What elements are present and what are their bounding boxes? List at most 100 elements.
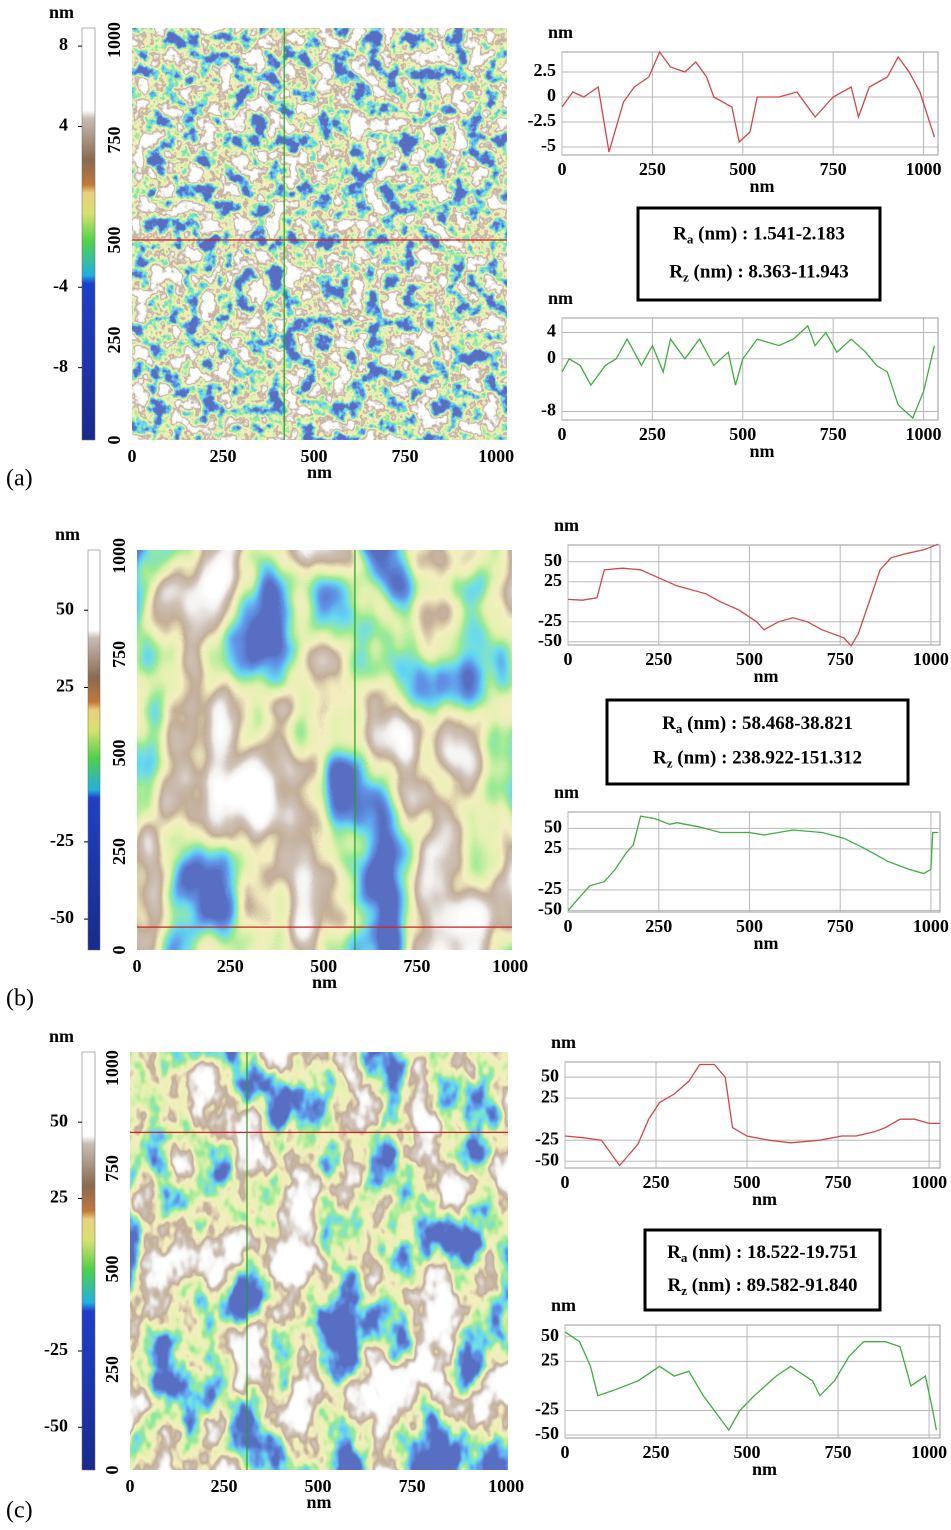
x-tick-label: 0 [561, 1442, 570, 1462]
y-tick-label: -25 [538, 878, 562, 898]
x-tick-label: 500 [301, 446, 328, 466]
roughness-value: Rz (nm) : 89.582-91.840 [668, 1275, 858, 1298]
x-tick-label: 500 [734, 1172, 761, 1192]
x-tick-label: 750 [827, 916, 854, 936]
y-tick-label: 50 [544, 817, 562, 837]
x-tick-label: 750 [825, 1172, 852, 1192]
y-tick-label: 500 [109, 739, 129, 766]
roughness-text: (nm) : 18.522-19.751 [687, 1242, 857, 1263]
y-tick-label: 2.5 [534, 60, 557, 80]
roughness-value: Ra (nm) : 1.541-2.183 [673, 224, 845, 247]
y-tick-label: 0 [109, 946, 129, 955]
roughness-box [636, 206, 882, 302]
profile-frame [567, 811, 941, 913]
x-axis-label: nm [307, 462, 332, 482]
profile-line [561, 324, 936, 420]
roughness-symbol: R [668, 1275, 682, 1296]
x-tick-label: 500 [736, 649, 763, 669]
y-tick-label: 4 [547, 321, 556, 341]
panel-label: (c) [6, 1498, 33, 1524]
y-tick-label: -25 [538, 610, 562, 630]
roughness-symbol: R [662, 714, 676, 735]
x-tick-label: 500 [736, 916, 763, 936]
profile-frame [564, 1324, 941, 1439]
colorbar [87, 549, 101, 951]
colorbar-tick-label: -25 [50, 830, 74, 850]
x-tick-label: 750 [399, 1476, 426, 1496]
x-tick-label: 250 [217, 956, 244, 976]
x-tick-label: 0 [564, 649, 573, 669]
x-tick-label: 500 [729, 159, 756, 179]
profile-line [564, 1063, 940, 1167]
profile-line [564, 1331, 938, 1432]
x-tick-label: 250 [639, 159, 666, 179]
roughness-subscript: a [681, 1250, 688, 1265]
roughness-subscript: z [667, 756, 673, 771]
colorbar-tick-label: -8 [53, 356, 68, 376]
y-tick-label: 500 [104, 227, 124, 254]
x-axis-label: nm [749, 176, 774, 196]
colorbar-tick-label: -25 [44, 1339, 68, 1359]
y-axis-label: nm [548, 22, 573, 42]
x-axis-label: nm [752, 1189, 777, 1209]
x-tick-label: 250 [211, 1476, 238, 1496]
roughness-subscript: a [676, 721, 683, 736]
y-axis-label: nm [548, 288, 573, 308]
roughness-text: (nm) : 89.582-91.840 [687, 1275, 857, 1296]
x-tick-label: 1000 [478, 446, 514, 466]
profile-frame [564, 1061, 941, 1169]
roughness-text: (nm) : 238.922-151.312 [673, 748, 862, 769]
y-tick-label: 750 [102, 1155, 122, 1182]
y-tick-label: 1000 [104, 22, 124, 58]
profile-line [567, 815, 939, 911]
x-tick-label: 1000 [492, 956, 528, 976]
profile-line [567, 543, 939, 647]
profile-line [561, 50, 936, 153]
x-tick-label: 250 [643, 1442, 670, 1462]
x-tick-label: 500 [729, 424, 756, 444]
y-tick-label: -25 [535, 1128, 559, 1148]
x-axis-label: nm [749, 441, 774, 461]
roughness-box [605, 698, 910, 786]
x-axis-label: nm [753, 666, 778, 686]
y-axis-label: nm [551, 1032, 576, 1052]
x-tick-label: 750 [392, 446, 419, 466]
y-tick-label: -2.5 [528, 110, 557, 130]
roughness-value: Rz (nm) : 8.363-11.943 [669, 262, 848, 285]
y-tick-label: 500 [102, 1256, 122, 1283]
x-tick-label: 750 [825, 1442, 852, 1462]
afm-image [130, 1052, 508, 1470]
x-tick-label: 1000 [913, 916, 949, 936]
y-tick-label: 0 [547, 347, 556, 367]
colorbar-tick-label: 25 [56, 676, 74, 696]
roughness-text: (nm) : 8.363-11.943 [689, 262, 849, 283]
y-tick-label: -50 [535, 1423, 559, 1443]
roughness-value: Rz (nm) : 238.922-151.312 [653, 748, 862, 771]
x-tick-label: 1000 [911, 1172, 947, 1192]
x-tick-label: 500 [310, 956, 337, 976]
roughness-text: (nm) : 58.468-38.821 [682, 714, 852, 735]
y-tick-label: 50 [544, 550, 562, 570]
x-tick-label: 0 [128, 446, 137, 466]
x-tick-label: 1000 [913, 649, 949, 669]
x-tick-label: 0 [558, 424, 567, 444]
x-tick-label: 750 [820, 424, 847, 444]
x-axis-label: nm [752, 1459, 777, 1479]
y-axis-label: nm [551, 1295, 576, 1315]
panel-label: (b) [6, 986, 34, 1012]
y-tick-label: -5 [541, 135, 556, 155]
y-axis-label: nm [554, 515, 579, 535]
y-tick-label: 1000 [109, 538, 129, 574]
y-tick-label: 250 [109, 838, 129, 865]
colorbar-unit: nm [49, 1026, 74, 1046]
colorbar-unit: nm [55, 524, 80, 544]
colorbar [81, 1051, 96, 1471]
roughness-symbol: R [667, 1242, 681, 1263]
x-tick-label: 250 [645, 649, 672, 669]
colorbar [81, 27, 96, 441]
roughness-subscript: z [683, 269, 689, 284]
colorbar-tick-label: 50 [50, 1110, 68, 1130]
roughness-symbol: R [653, 748, 667, 769]
colorbar-tick-label: -50 [50, 907, 74, 927]
